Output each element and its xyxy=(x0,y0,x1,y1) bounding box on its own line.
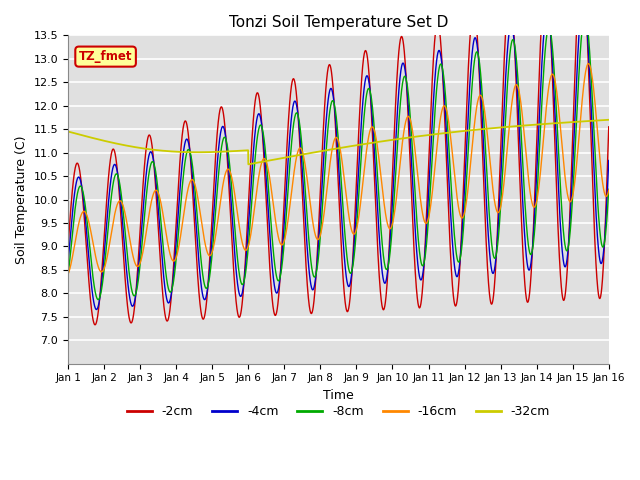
-4cm xyxy=(126,296,134,301)
-8cm xyxy=(295,117,303,123)
-8cm xyxy=(64,273,72,279)
-32cm xyxy=(605,117,612,123)
-16cm xyxy=(64,271,72,277)
-2cm xyxy=(595,292,602,298)
-16cm xyxy=(536,175,544,180)
Line: -2cm: -2cm xyxy=(68,0,609,325)
-4cm xyxy=(595,246,602,252)
-32cm xyxy=(244,161,252,167)
-32cm xyxy=(272,156,280,162)
-4cm xyxy=(158,254,166,260)
Line: -32cm: -32cm xyxy=(68,120,609,164)
-32cm xyxy=(158,148,166,154)
-8cm xyxy=(605,186,612,192)
X-axis label: Time: Time xyxy=(323,389,354,402)
-2cm xyxy=(605,124,612,130)
Text: TZ_fmet: TZ_fmet xyxy=(79,50,132,63)
-2cm xyxy=(158,282,166,288)
-32cm xyxy=(126,144,134,149)
-8cm xyxy=(126,276,134,281)
-8cm xyxy=(581,12,589,18)
-4cm xyxy=(579,0,587,3)
-4cm xyxy=(272,288,280,294)
Line: -16cm: -16cm xyxy=(68,63,609,274)
-8cm xyxy=(158,230,166,236)
-16cm xyxy=(595,138,602,144)
-32cm xyxy=(64,129,72,134)
-2cm xyxy=(126,318,134,324)
-16cm xyxy=(295,146,303,152)
Y-axis label: Soil Temperature (C): Soil Temperature (C) xyxy=(15,135,28,264)
Line: -4cm: -4cm xyxy=(68,0,609,310)
Legend: -2cm, -4cm, -8cm, -16cm, -32cm: -2cm, -4cm, -8cm, -16cm, -32cm xyxy=(122,400,555,423)
-8cm xyxy=(536,134,544,140)
-2cm xyxy=(295,127,303,133)
-16cm xyxy=(126,236,134,242)
-4cm xyxy=(605,157,612,163)
-32cm xyxy=(295,152,303,158)
-4cm xyxy=(295,121,303,127)
-2cm xyxy=(92,322,99,328)
-8cm xyxy=(94,297,102,302)
-16cm xyxy=(584,60,592,66)
-4cm xyxy=(64,260,72,265)
-16cm xyxy=(605,187,612,193)
Title: Tonzi Soil Temperature Set D: Tonzi Soil Temperature Set D xyxy=(228,15,448,30)
-2cm xyxy=(64,243,72,249)
Line: -8cm: -8cm xyxy=(68,15,609,300)
-2cm xyxy=(272,312,280,318)
-8cm xyxy=(595,211,602,217)
-4cm xyxy=(93,307,100,312)
-16cm xyxy=(158,204,166,210)
-8cm xyxy=(272,268,280,274)
-32cm xyxy=(595,118,602,123)
-4cm xyxy=(536,96,544,102)
-16cm xyxy=(271,216,279,222)
-2cm xyxy=(536,50,544,56)
-32cm xyxy=(536,121,544,127)
